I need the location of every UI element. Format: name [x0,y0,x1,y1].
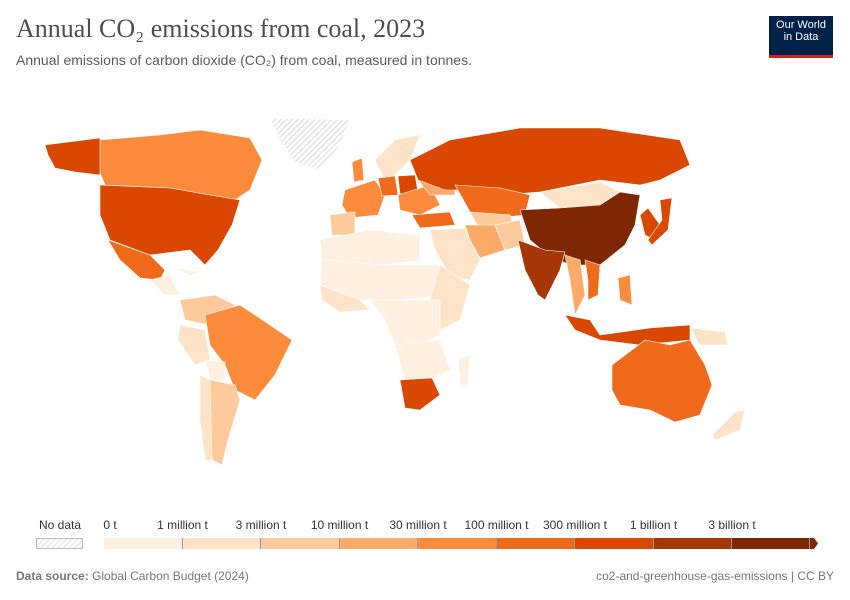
chart-title: Annual CO₂ emissions from coal, 2023 [16,14,426,43]
country-cuba[interactable] [174,267,202,277]
legend-tick-label: 300 million t [542,518,608,532]
country-west-africa[interactable] [319,284,371,313]
logo-line-1: Our World [776,19,826,31]
country-bolivia[interactable] [204,359,226,381]
legend-bin-1[interactable] [182,538,261,549]
country-new-zealand[interactable] [711,409,746,441]
legend-no-data-swatch[interactable] [36,538,83,549]
legend-tick-label: 10 million t [310,518,369,532]
logo-line-2: in Data [783,31,819,43]
country-middle-east[interactable] [429,227,481,281]
country-australia[interactable] [611,339,713,423]
country-united-states[interactable] [99,184,241,266]
country-south-africa[interactable] [399,377,441,411]
country-uk[interactable] [351,157,365,183]
owid-logo[interactable]: Our World in Data [769,16,833,58]
country-western-europe[interactable] [341,179,386,219]
legend-tick-label: 0 t [103,518,117,532]
legend-bin-8[interactable] [732,538,810,549]
legend-tick-label: 3 million t [235,518,287,532]
country-turkey[interactable] [411,211,456,229]
legend-arrow-icon [810,538,818,549]
country-russia[interactable] [409,127,691,196]
world-map [44,117,746,466]
country-philippines[interactable] [617,274,633,306]
country-chile[interactable] [199,374,213,461]
chart-subtitle: Annual emissions of carbon dioxide (CO₂)… [16,52,472,68]
data-source-link[interactable]: Global Carbon Budget (2024) [92,569,249,583]
country-indonesia[interactable] [564,314,691,346]
legend-bin-3[interactable] [339,538,418,549]
legend-bin-7[interactable] [653,538,732,549]
legend-bin-6[interactable] [575,538,654,549]
country-central-africa[interactable] [369,299,441,346]
country-vietnam[interactable] [584,259,601,301]
country-scandinavia[interactable] [374,134,421,181]
country-canada[interactable] [94,129,263,201]
data-source-label: Data source: [16,569,89,583]
legend: No data 0 t 1 million t 3 million t 10 mill… [0,512,850,552]
legend-tick-label: 3 billion t [708,518,756,532]
legend-tick-label: 100 million t [464,518,529,532]
legend-tick-label: 1 million t [157,518,208,532]
legend-tick-label: 1 billion t [629,518,678,532]
legend-bin-2[interactable] [261,538,340,549]
country-india[interactable] [517,239,566,301]
country-peru[interactable] [177,324,211,366]
country-myanmar-thailand[interactable] [564,254,586,316]
country-brazil[interactable] [204,304,293,401]
country-greenland[interactable] [269,117,351,171]
country-central-america[interactable] [149,274,181,296]
country-madagascar[interactable] [457,354,471,386]
country-southern-africa[interactable] [394,339,451,381]
legend-no-data-label: No data [38,518,82,532]
country-iberia[interactable] [329,211,356,236]
legend-bin-4[interactable] [418,538,497,549]
country-japan[interactable] [647,197,673,246]
country-png[interactable] [689,327,729,346]
data-source: Data source: Global Carbon Budget (2024) [16,569,249,583]
legend-bin-5[interactable] [496,538,575,549]
footer-right[interactable]: co2-and-greenhouse-gas-emissions | CC BY [596,569,834,583]
legend-tick-label: 30 million t [389,518,447,532]
legend-bin-0[interactable] [104,538,183,549]
country-iran[interactable] [464,224,506,259]
country-argentina[interactable] [209,379,241,466]
country-alaska[interactable] [44,137,101,176]
